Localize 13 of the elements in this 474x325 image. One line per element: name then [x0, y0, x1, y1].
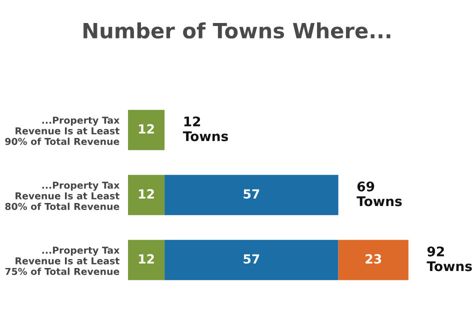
data-label: 12: [138, 254, 154, 264]
y-tick-label: ...Property Tax Revenue Is at Least 80% of Total Revenue: [5, 182, 120, 210]
data-label: 57: [244, 254, 260, 264]
data-label: 12: [138, 124, 154, 134]
chart-title: Number of Towns Where...: [84, 22, 390, 39]
total-label: 12 Towns: [182, 116, 228, 142]
total-label: 92 Towns: [426, 246, 472, 272]
y-tick-label: ...Property Tax Revenue Is at Least 90% of Total Revenue: [5, 116, 120, 146]
y-tick-label: ...Property Tax Revenue Is at Least 75% of Total Revenue: [5, 246, 120, 276]
data-label: 23: [366, 254, 382, 264]
data-label: 57: [244, 189, 260, 199]
data-label: 12: [138, 189, 154, 198]
total-label: 69 Towns: [356, 181, 402, 206]
